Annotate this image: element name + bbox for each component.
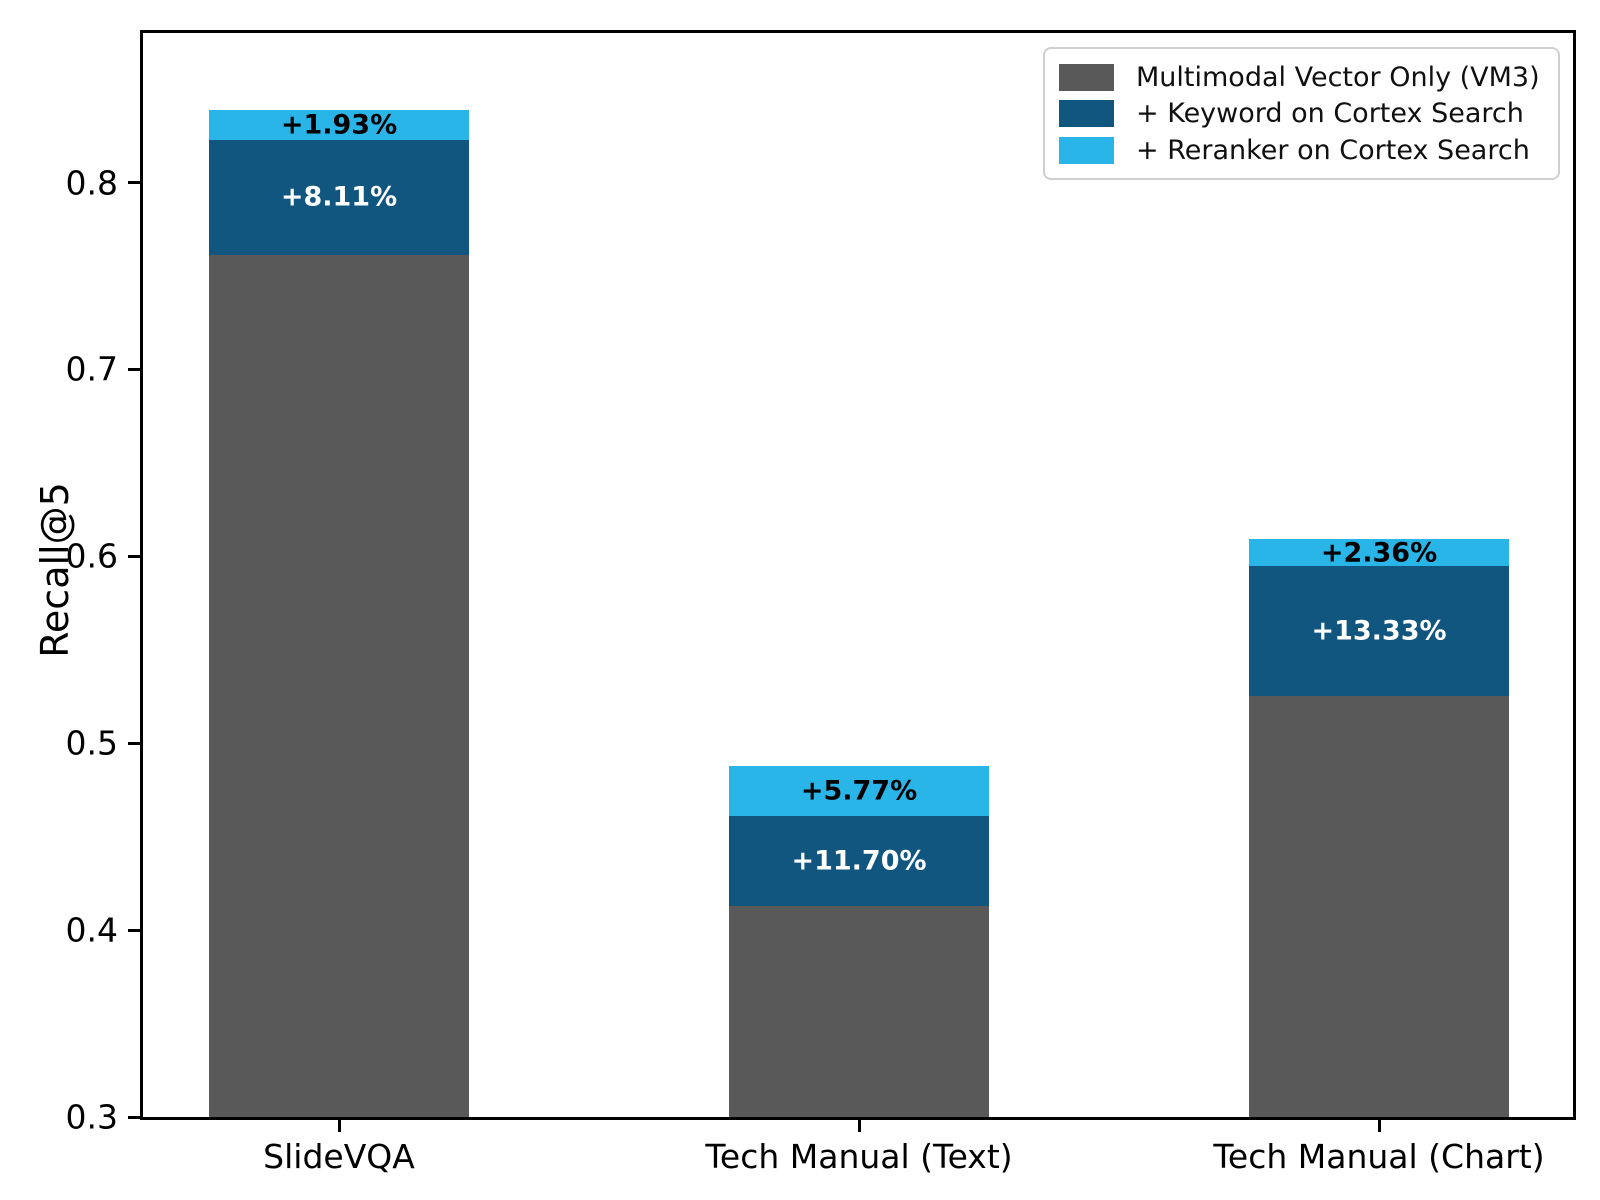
bar-segment bbox=[1249, 539, 1509, 566]
bar-segment bbox=[209, 109, 469, 140]
y-tick-mark bbox=[128, 928, 143, 932]
y-tick-mark bbox=[128, 367, 143, 371]
y-tick-label: 0.7 bbox=[65, 349, 118, 389]
y-tick-mark bbox=[128, 181, 143, 185]
bar-annotation: +8.11% bbox=[280, 181, 398, 213]
x-tick-label-2: Tech Manual (Text) bbox=[705, 1137, 1013, 1176]
bar-annotation: +11.70% bbox=[791, 845, 927, 877]
y-tick-mark bbox=[128, 741, 143, 745]
x-tick-mark bbox=[337, 1117, 341, 1132]
x-tick-label-3: Tech Manual (Chart) bbox=[1213, 1137, 1545, 1176]
y-tick-label: 0.6 bbox=[65, 536, 118, 576]
bar-segment bbox=[1249, 565, 1509, 697]
x-tick-mark bbox=[857, 1117, 861, 1132]
bar-segment bbox=[729, 816, 989, 906]
legend-label: + Keyword on Cortex Search bbox=[1136, 98, 1524, 129]
legend: Multimodal Vector Only (VM3) + Keyword on… bbox=[1043, 47, 1560, 180]
y-tick-label: 0.5 bbox=[65, 723, 118, 763]
y-tick-label: 0.8 bbox=[65, 163, 118, 203]
legend-label: + Reranker on Cortex Search bbox=[1136, 134, 1530, 166]
x-tick-label-1: SlideVQA bbox=[263, 1137, 415, 1176]
bar-segment bbox=[729, 765, 989, 817]
legend-swatch-icon bbox=[1059, 136, 1114, 164]
y-tick-mark bbox=[128, 554, 143, 558]
y-tick-label: 0.4 bbox=[65, 910, 118, 950]
legend-item: + Reranker on Cortex Search bbox=[1059, 133, 1544, 167]
x-tick-mark bbox=[1377, 1117, 1381, 1132]
legend-swatch-icon bbox=[1059, 63, 1114, 91]
legend-item: Multimodal Vector Only (VM3) bbox=[1059, 60, 1544, 94]
plot-area: +8.11% +1.93% +11.70% +5.77% +13.33% +2.36% 0… bbox=[66, 30, 1576, 1176]
bar-annotation: +13.33% bbox=[1311, 615, 1447, 647]
bar-annotation: +2.36% bbox=[1320, 537, 1438, 569]
bar-segment bbox=[729, 905, 989, 1117]
bar-segment bbox=[1249, 696, 1509, 1117]
y-tick-label: 0.3 bbox=[65, 1097, 118, 1137]
y-tick-mark bbox=[128, 1115, 143, 1119]
legend-label: Multimodal Vector Only (VM3) bbox=[1136, 61, 1540, 93]
bar-segment bbox=[209, 255, 469, 1117]
legend-swatch-icon bbox=[1059, 100, 1114, 127]
bar-annotation: +1.93% bbox=[280, 109, 398, 141]
bar-segment bbox=[209, 139, 469, 256]
bar-annotation: +5.77% bbox=[800, 775, 918, 807]
legend-item: + Keyword on Cortex Search bbox=[1059, 97, 1544, 131]
